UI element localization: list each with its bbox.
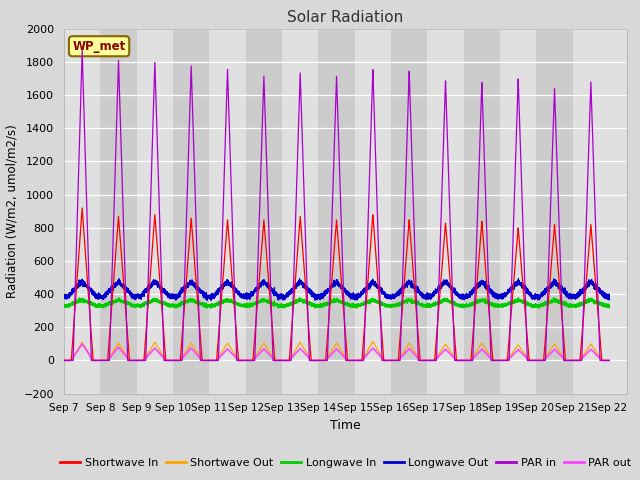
- Bar: [173, 29, 209, 394]
- Bar: [536, 29, 573, 394]
- Bar: [391, 29, 428, 394]
- Y-axis label: Radiation (W/m2, umol/m2/s): Radiation (W/m2, umol/m2/s): [5, 124, 18, 298]
- Title: Solar Radiation: Solar Radiation: [287, 10, 404, 25]
- Bar: [318, 29, 355, 394]
- Bar: [246, 29, 282, 394]
- X-axis label: Time: Time: [330, 419, 361, 432]
- Text: WP_met: WP_met: [72, 40, 125, 53]
- Legend: Shortwave In, Shortwave Out, Longwave In, Longwave Out, PAR in, PAR out: Shortwave In, Shortwave Out, Longwave In…: [56, 454, 636, 473]
- Bar: [464, 29, 500, 394]
- Bar: [100, 29, 137, 394]
